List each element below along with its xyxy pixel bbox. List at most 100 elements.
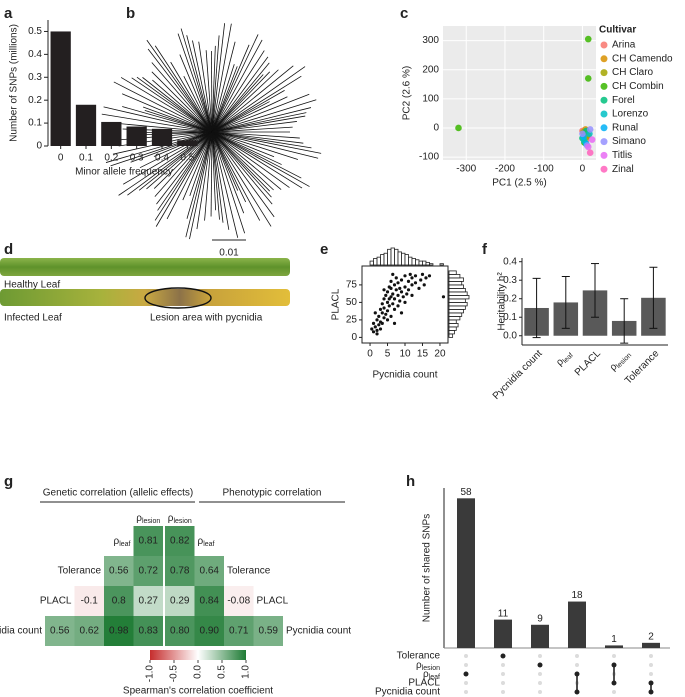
y-tick-label: 300	[422, 35, 439, 46]
trait-label: ρleaf	[114, 536, 131, 548]
x-tick-label: 0	[580, 164, 586, 175]
bar	[50, 31, 71, 147]
tree-branch	[211, 131, 310, 187]
tree-branch	[192, 40, 213, 133]
x-tick-label: Pycnidia count	[491, 348, 545, 402]
bar	[605, 645, 623, 648]
tree-branch	[211, 131, 239, 191]
point	[410, 276, 414, 280]
matrix-dot	[538, 681, 542, 685]
bar	[494, 619, 512, 648]
cell-label: 0.71	[229, 626, 249, 637]
point	[417, 286, 421, 290]
tree-branch	[211, 131, 274, 191]
lesion-ellipse	[144, 287, 212, 309]
hist-bar	[411, 258, 416, 266]
cell-label: 0.8	[112, 596, 126, 607]
point	[586, 149, 594, 157]
point	[399, 278, 404, 282]
point	[385, 300, 390, 304]
cell-label: 0.82	[170, 536, 190, 547]
tree-branch	[211, 121, 297, 133]
panel-letter: d	[4, 241, 13, 258]
text-part: leaf	[203, 541, 214, 548]
point	[392, 321, 397, 325]
bar	[568, 601, 586, 648]
matrix-dot	[538, 672, 542, 676]
point	[408, 272, 412, 276]
tree-branch	[101, 113, 213, 133]
cell-label: 0.29	[170, 596, 190, 607]
set-label: Pycnidia count	[375, 687, 440, 697]
cell-label: 0.90	[200, 626, 220, 637]
point	[380, 311, 384, 315]
hist-bar	[448, 301, 468, 307]
tree-branch	[185, 131, 213, 238]
healthy-leaf	[0, 258, 290, 276]
text-part: leaf	[429, 674, 440, 681]
tree-branch	[189, 131, 213, 240]
point	[377, 323, 381, 327]
heat-cell	[104, 556, 134, 586]
point	[384, 293, 388, 297]
point	[398, 299, 402, 303]
y-tick-label: 0.1	[503, 312, 517, 323]
tree-branch	[211, 41, 236, 133]
legend-label: CH Camendo	[612, 53, 673, 64]
value-label: 1	[611, 634, 617, 645]
cell-label: 0.72	[139, 566, 159, 577]
legend-label: Titlis	[612, 150, 632, 161]
point	[391, 272, 395, 276]
matrix-member	[611, 662, 617, 668]
tree-branch	[152, 79, 213, 133]
text-part: lesion	[422, 665, 440, 672]
y-tick-label: 0	[36, 141, 42, 152]
point	[382, 316, 386, 320]
x-tick-label: 0.2	[104, 153, 118, 164]
legend-label: Simano	[612, 136, 646, 147]
point	[396, 304, 400, 308]
heat-cell	[74, 616, 104, 646]
tree-branch	[211, 96, 288, 133]
x-tick-label: 5	[385, 349, 391, 360]
point	[382, 297, 386, 301]
leaf-label: Infected Leaf	[4, 313, 62, 324]
legend-label: Zinal	[612, 164, 634, 175]
x-tick-label: ρleaf	[554, 348, 575, 369]
hist-bar	[448, 298, 466, 303]
cell-label: -0.1	[81, 596, 99, 607]
tree-branch	[204, 131, 213, 221]
cell-label: 0.80	[170, 626, 190, 637]
hist-bar	[422, 260, 427, 266]
trait-label: ρlesion	[136, 513, 160, 525]
hist-bar	[448, 284, 464, 289]
legend-marker	[600, 82, 608, 90]
tree-branch	[211, 131, 282, 165]
y-tick-label: 0	[433, 123, 439, 134]
matrix-member	[463, 671, 469, 677]
x-tick-label: 15	[417, 349, 429, 360]
point	[389, 279, 393, 283]
matrix-member	[537, 662, 543, 668]
matrix-dot	[464, 690, 468, 694]
y-axis-title: Heritability h²	[497, 272, 508, 331]
tree-branch	[211, 35, 220, 133]
bar	[177, 140, 198, 146]
point	[389, 295, 393, 299]
set-label: ρleaf	[423, 669, 440, 681]
value-label: 9	[537, 613, 543, 624]
tree-branch	[211, 131, 304, 144]
text-part: lesion	[615, 352, 633, 370]
tree-branch	[142, 77, 213, 133]
trait-label: Pycnidia count	[0, 626, 42, 637]
point	[455, 124, 462, 132]
cell-label: 0.56	[109, 566, 129, 577]
tree-branch	[210, 131, 213, 217]
tree-branch	[211, 131, 302, 179]
y-tick-label: -100	[419, 152, 439, 163]
matrix-dot	[464, 681, 468, 685]
tree-branch	[151, 62, 213, 133]
tree-branch	[211, 101, 270, 133]
cell-label: 0.98	[109, 626, 129, 637]
tree-branch	[127, 131, 213, 196]
